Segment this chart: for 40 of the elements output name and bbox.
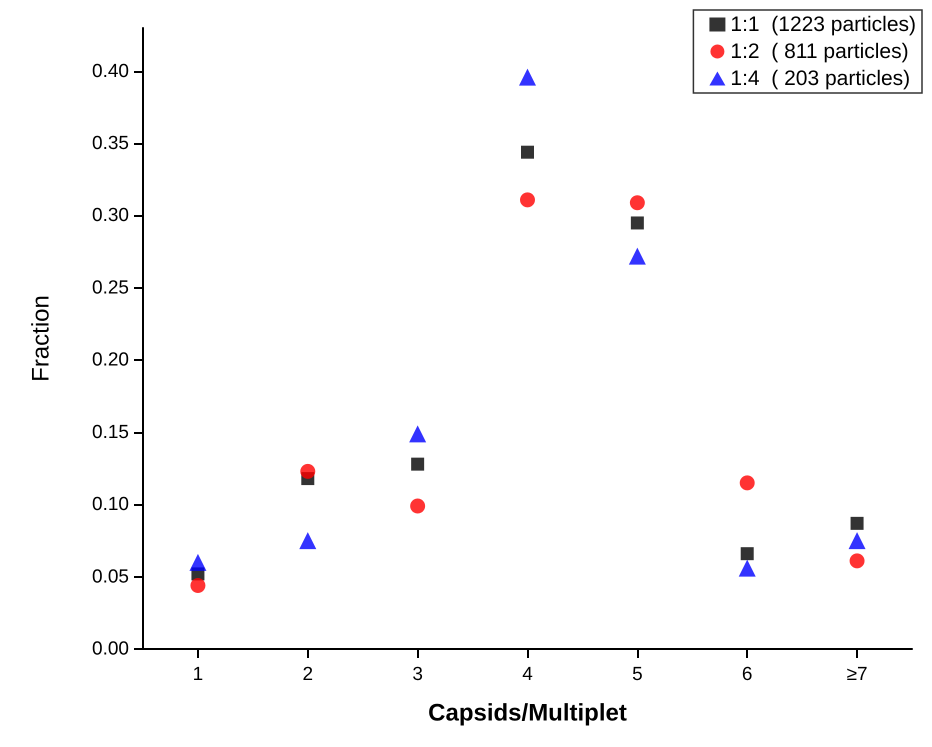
- point: [409, 425, 426, 442]
- x-tick-label: 5: [632, 664, 643, 685]
- point: [300, 464, 316, 479]
- y-tick-label: 0.40: [92, 60, 129, 82]
- point: [740, 547, 754, 560]
- point: [520, 192, 535, 208]
- point: [738, 560, 756, 577]
- point: [519, 68, 536, 86]
- legend-label: 1:4 ( 203 particles): [730, 67, 910, 90]
- y-tick-label: 0.25: [92, 277, 129, 298]
- point: [521, 146, 534, 159]
- point: [848, 532, 866, 550]
- point: [850, 553, 865, 568]
- x-tick-label: 3: [412, 664, 423, 685]
- point: [410, 498, 426, 514]
- x-tick-label: 2: [302, 664, 314, 685]
- y-tick-label: 0.30: [92, 205, 129, 226]
- x-tick-label: 6: [742, 664, 753, 685]
- y-axis-title: Fraction: [28, 295, 54, 382]
- x-axis-title: Capsids/Multiplet: [428, 700, 627, 726]
- point: [411, 458, 424, 471]
- x-tick-label: ≥7: [846, 664, 868, 685]
- point: [740, 475, 755, 490]
- y-tick-label: 0.10: [92, 494, 129, 516]
- point: [850, 516, 864, 530]
- x-tick-label: 1: [192, 664, 204, 685]
- y-tick-label: 0.05: [92, 566, 129, 588]
- x-tick-label: 4: [522, 664, 534, 685]
- point: [299, 532, 316, 550]
- point: [189, 554, 206, 571]
- y-tick-label: 0.35: [92, 133, 129, 154]
- point: [630, 216, 644, 230]
- legend-label: 1:1 (1223 particles): [730, 13, 916, 36]
- y-tick-label: 0.20: [92, 350, 129, 371]
- point: [630, 195, 645, 210]
- point: [190, 578, 206, 593]
- legend-label: 1:2 ( 811 particles): [730, 40, 909, 63]
- y-tick-label: 0.15: [92, 422, 129, 443]
- y-tick-label: 0.00: [92, 638, 129, 660]
- point: [628, 248, 646, 265]
